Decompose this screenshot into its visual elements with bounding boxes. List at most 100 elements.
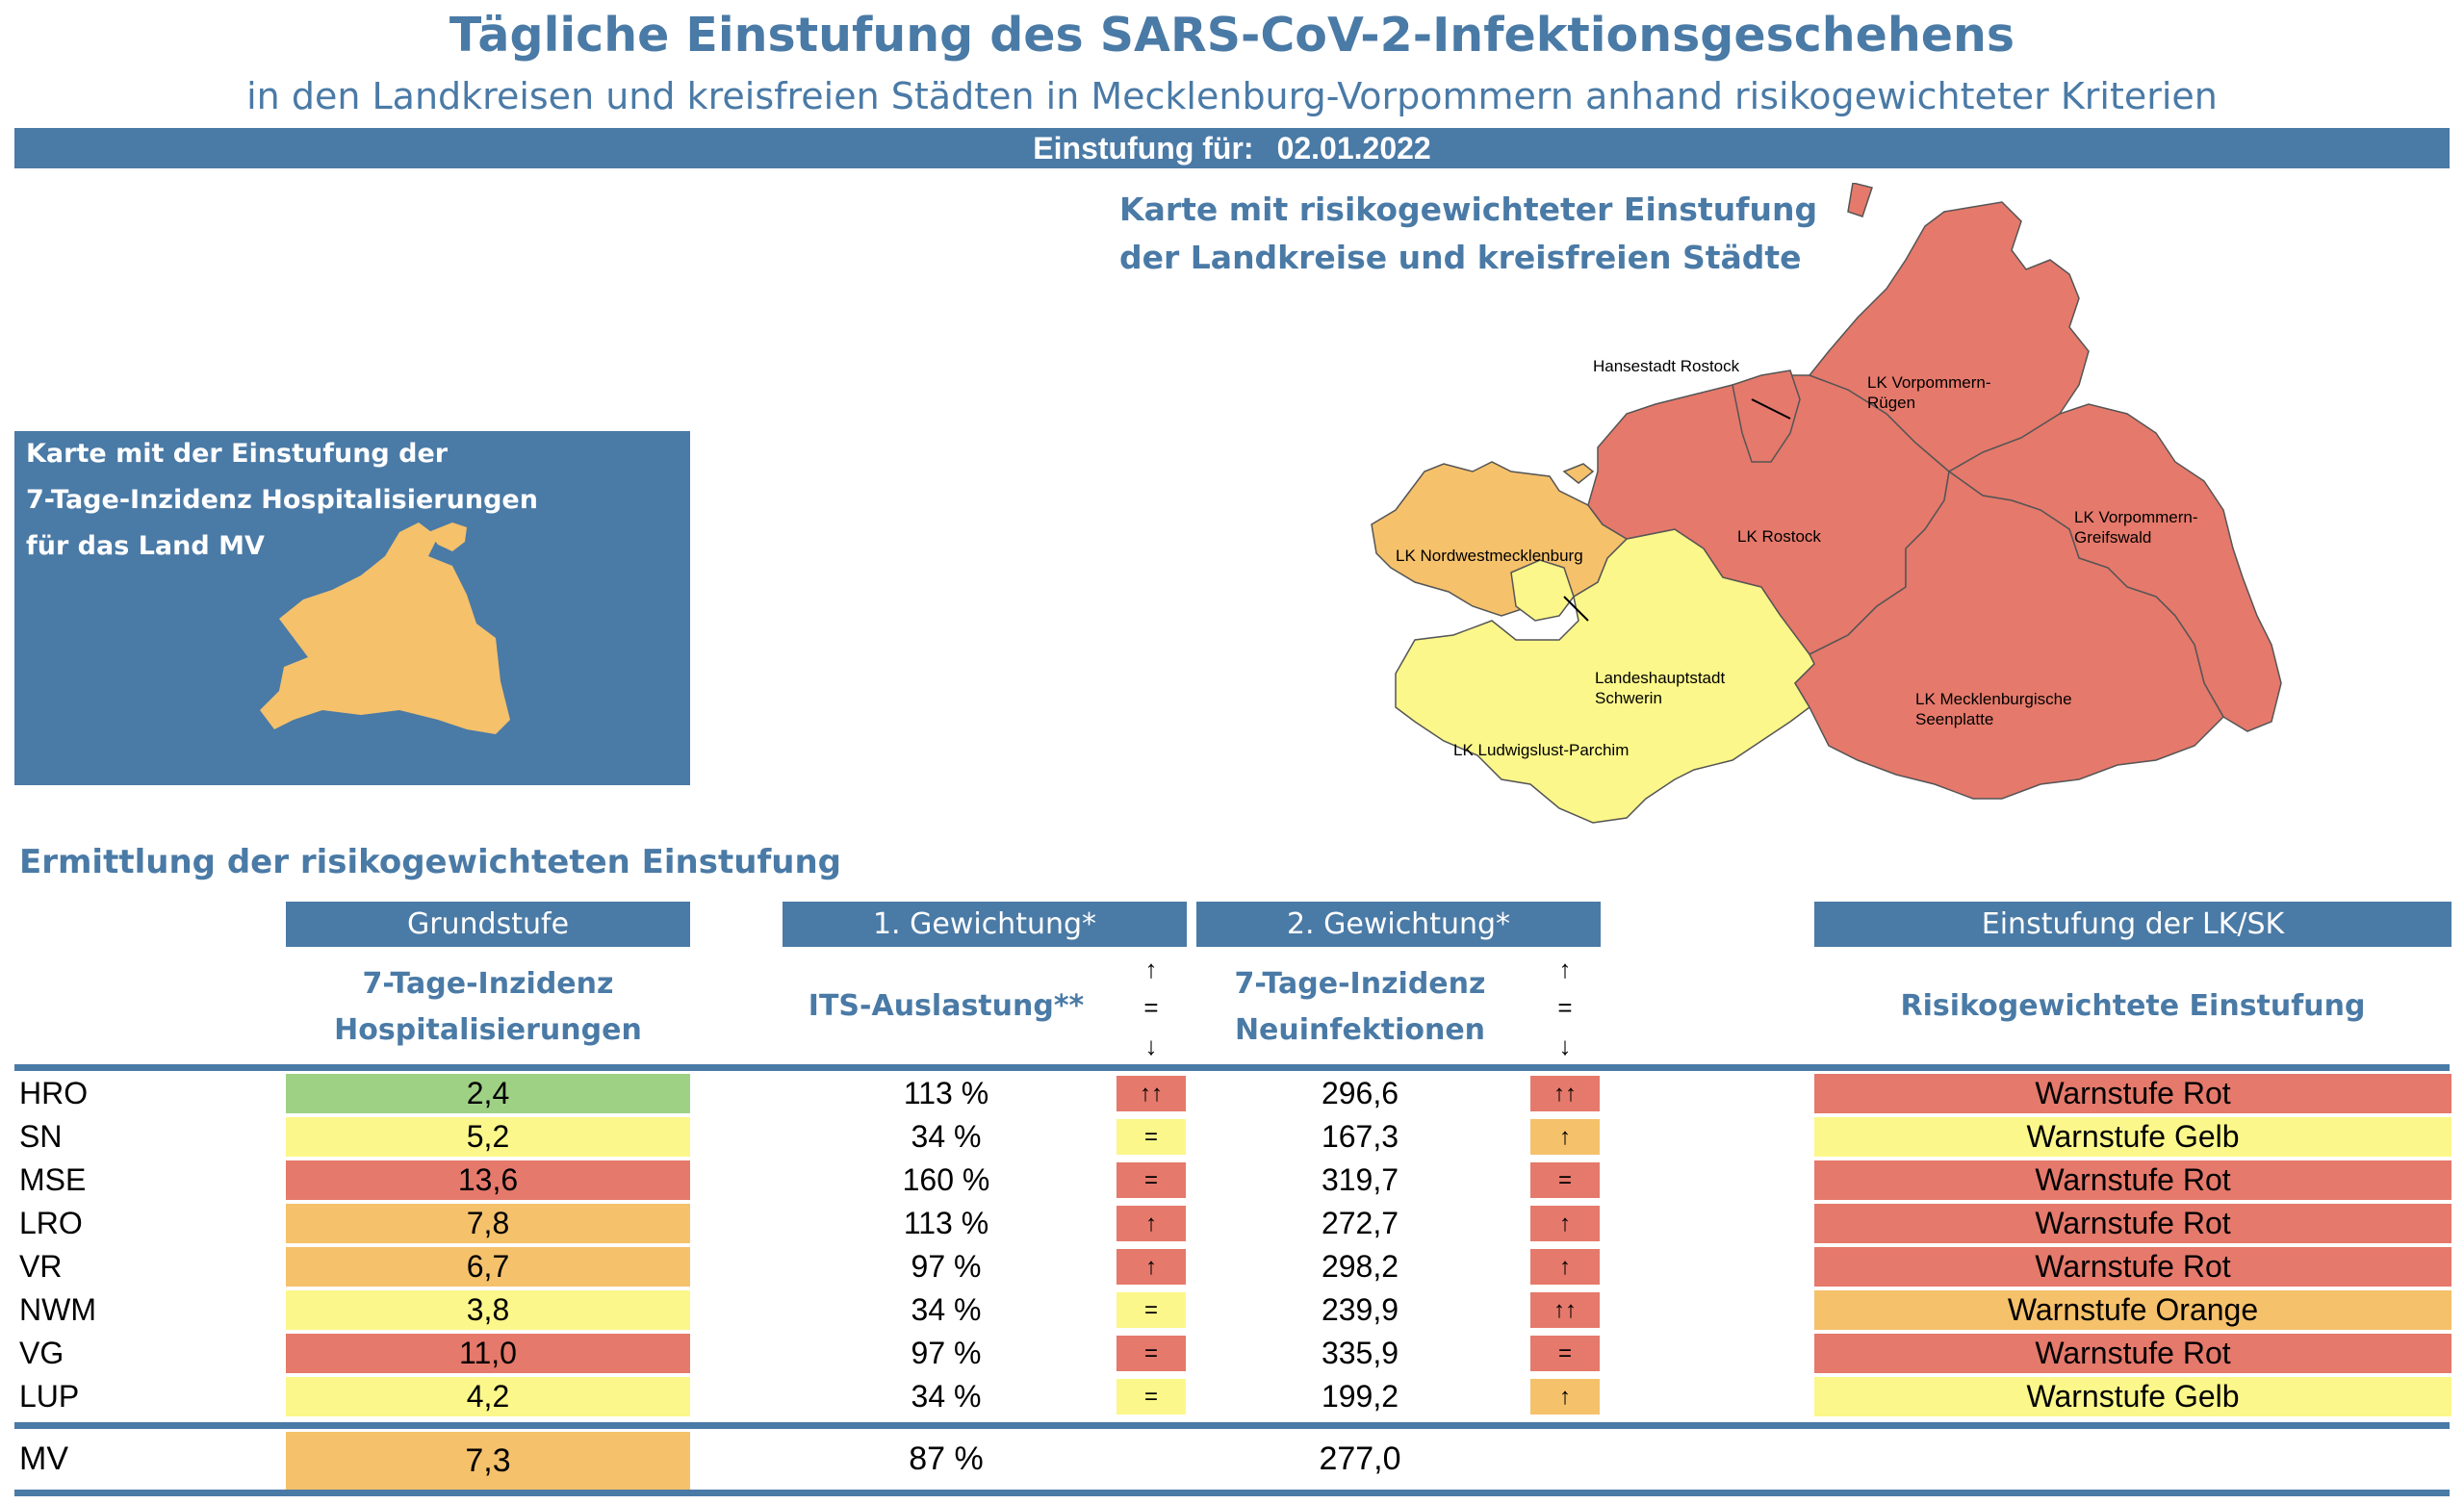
header-grundstufe: Grundstufe: [286, 902, 690, 947]
header-gewichtung-2: 2. Gewichtung*: [1196, 902, 1601, 947]
inz-value: 239,9: [1321, 1292, 1399, 1327]
hosp-value: 3,8: [286, 1290, 690, 1330]
district-map-title-2: der Landkreise und kreisfreien Städte: [1119, 239, 1802, 276]
risk-level-badge: Warnstufe Rot: [1814, 1074, 2451, 1113]
map-label-vr-2: Rügen: [1867, 394, 1915, 412]
arrow-key-inz-eq: =: [1557, 993, 1573, 1022]
risk-level-badge: Warnstufe Rot: [1814, 1247, 2451, 1287]
mv-box-line-1: Karte mit der Einstufung der: [26, 439, 449, 469]
subheader-inz-1: 7-Tage-Inzidenz: [1234, 967, 1486, 1001]
map-label-sn-2: Schwerin: [1595, 689, 1662, 707]
hosp-value: 13,6: [286, 1160, 690, 1200]
header-gewichtung-1: 1. Gewichtung*: [783, 902, 1187, 947]
header-einstufung: Einstufung der LK/SK: [1814, 902, 2451, 947]
table-row: VR 6,7 97 % ↑ 298,2 ↑ Warnstufe Rot: [0, 1247, 2464, 1287]
row-label: HRO: [19, 1076, 89, 1110]
its-trend-arrow: =: [1116, 1292, 1186, 1328]
its-trend-arrow: ↑: [1116, 1206, 1186, 1241]
map-label-mse-2: Seenplatte: [1915, 710, 1993, 728]
arrow-key-its-down: ↓: [1144, 1032, 1158, 1060]
row-label: VG: [19, 1336, 64, 1370]
row-label: MSE: [19, 1162, 87, 1197]
inz-trend-arrow: ↑↑: [1530, 1292, 1600, 1328]
its-value: 160 %: [902, 1162, 990, 1197]
table-row: VG 11,0 97 % = 335,9 = Warnstufe Rot: [0, 1334, 2464, 1373]
hosp-value: 5,2: [286, 1117, 690, 1157]
risk-level-badge: Warnstufe Rot: [1814, 1204, 2451, 1243]
table-total-rule: [14, 1422, 2450, 1429]
district-sn: [1510, 559, 1575, 622]
date-bar: Einstufung für: 02.01.2022: [14, 128, 2450, 168]
mv-state-shape: [260, 523, 510, 734]
district-map: Hansestadt Rostock LK Vorpommern- Rügen …: [1371, 183, 2282, 824]
map-label-lro: LK Rostock: [1737, 527, 1821, 546]
its-trend-arrow: =: [1116, 1119, 1186, 1155]
inz-trend-arrow: =: [1530, 1162, 1600, 1198]
table-row: LRO 7,8 113 % ↑ 272,7 ↑ Warnstufe Rot: [0, 1204, 2464, 1243]
map-label-vg-2: Greifswald: [2074, 528, 2151, 547]
district-nwm-poel: [1562, 463, 1595, 484]
map-label-hro: Hansestadt Rostock: [1593, 357, 1740, 375]
its-value: 97 %: [911, 1249, 982, 1284]
date-value: 02.01.2022: [1276, 131, 1431, 166]
hosp-value: 4,2: [286, 1377, 690, 1416]
its-value: 34 %: [911, 1379, 982, 1414]
district-mse: [1794, 470, 2224, 800]
inz-value: 296,6: [1321, 1076, 1399, 1110]
subheader-hosp-1: 7-Tage-Inzidenz: [362, 967, 614, 1001]
row-label: VR: [19, 1249, 63, 1284]
map-label-lup: LK Ludwigslust-Parchim: [1453, 741, 1629, 759]
row-label: LUP: [19, 1379, 80, 1414]
mv-small-map: [260, 523, 510, 734]
its-value: 113 %: [903, 1076, 989, 1110]
section-title: Ermittlung der risikogewichteten Einstuf…: [19, 843, 842, 881]
its-trend-arrow: =: [1116, 1336, 1186, 1371]
table-row-total: MV 7,3 87 % 277,0: [0, 1432, 2464, 1490]
risk-level-badge: Warnstufe Rot: [1814, 1160, 2451, 1200]
hosp-value: 11,0: [286, 1334, 690, 1373]
inz-trend-arrow: =: [1530, 1336, 1600, 1371]
mv-island-ruegen: [428, 523, 467, 551]
arrow-key-its-eq: =: [1143, 993, 1159, 1022]
inz-trend-arrow: ↑: [1530, 1119, 1600, 1155]
map-label-vg-1: LK Vorpommern-: [2074, 508, 2198, 526]
row-label: SN: [19, 1119, 63, 1154]
map-label-vr-1: LK Vorpommern-: [1867, 373, 1991, 392]
hosp-value: 2,4: [286, 1074, 690, 1113]
mv-box-line-3: für das Land MV: [26, 531, 265, 561]
risk-level-badge: Warnstufe Gelb: [1814, 1117, 2451, 1157]
table-row: SN 5,2 34 % = 167,3 ↑ Warnstufe Gelb: [0, 1117, 2464, 1157]
district-vr-hiddensee: [1847, 183, 1873, 217]
total-label: MV: [19, 1440, 68, 1477]
table-row: LUP 4,2 34 % = 199,2 ↑ Warnstufe Gelb: [0, 1377, 2464, 1416]
risk-level-badge: Warnstufe Orange: [1814, 1290, 2451, 1330]
its-value: 34 %: [911, 1292, 982, 1327]
hosp-value: 7,8: [286, 1204, 690, 1243]
map-label-nwm: LK Nordwestmecklenburg: [1396, 547, 1583, 565]
its-trend-arrow: ↑↑: [1116, 1076, 1186, 1111]
subheader-hosp-2: Hospitalisierungen: [334, 1013, 642, 1047]
arrow-key-inz-up: ↑: [1558, 955, 1572, 983]
total-inz-value: 277,0: [1319, 1440, 1401, 1477]
its-trend-arrow: =: [1116, 1379, 1186, 1415]
inz-value: 167,3: [1321, 1119, 1399, 1154]
hro-leader-line: [1751, 398, 1791, 420]
page-title: Tägliche Einstufung des SARS-CoV-2-Infek…: [449, 8, 2015, 63]
page-subtitle: in den Landkreisen und kreisfreien Städt…: [246, 75, 2218, 117]
total-hosp-value: 7,3: [286, 1432, 690, 1490]
sn-leader-line: [1563, 596, 1589, 622]
table-top-rule: [14, 1064, 2450, 1071]
inz-trend-arrow: ↑↑: [1530, 1076, 1600, 1111]
inz-value: 319,7: [1321, 1162, 1399, 1197]
district-map-title-1: Karte mit risikogewichteter Einstufung: [1119, 191, 1818, 228]
subheader-risk: Risikogewichtete Einstufung: [1900, 989, 2366, 1023]
map-label-mse-1: LK Mecklenburgische: [1915, 690, 2072, 708]
table-row: HRO 2,4 113 % ↑↑ 296,6 ↑↑ Warnstufe Rot: [0, 1074, 2464, 1113]
row-label: NWM: [19, 1292, 96, 1327]
arrow-key-inz-down: ↓: [1558, 1032, 1572, 1060]
subheader-its: ITS-Auslastung**: [808, 989, 1085, 1023]
inz-trend-arrow: ↑: [1530, 1206, 1600, 1241]
its-value: 97 %: [911, 1336, 982, 1370]
map-label-sn-1: Landeshauptstadt: [1595, 669, 1725, 687]
inz-value: 298,2: [1321, 1249, 1399, 1284]
